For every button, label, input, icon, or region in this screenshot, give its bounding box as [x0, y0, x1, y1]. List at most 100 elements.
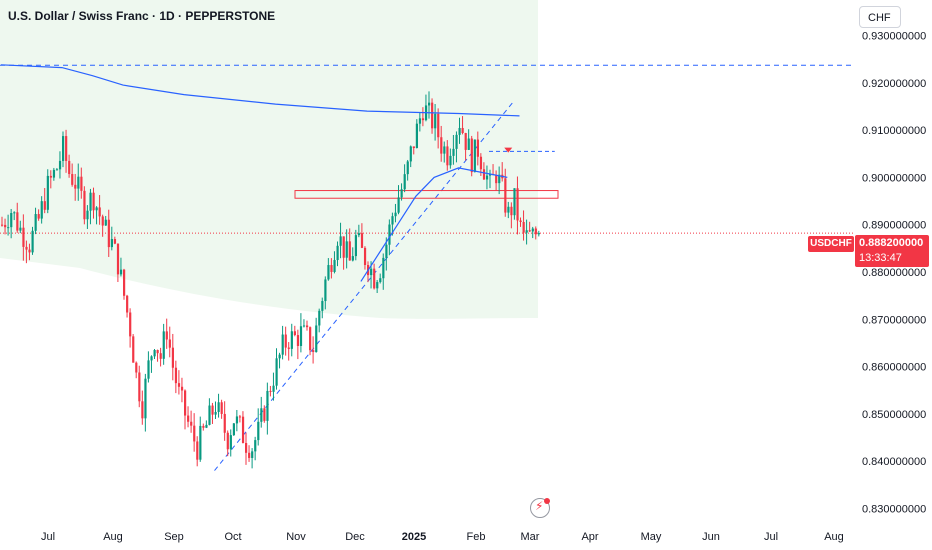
candle-body: [382, 257, 385, 279]
candle-body: [482, 169, 486, 180]
price-tick-label: 0.890000000: [862, 220, 926, 232]
band-area: [0, 0, 538, 319]
time-tick-label: Jul: [41, 531, 55, 543]
candle-body: [150, 356, 153, 361]
chart-title: U.S. Dollar / Swiss Franc · 1D · PEPPERS…: [8, 9, 276, 23]
time-tick-label: Feb: [467, 531, 486, 543]
price-tick-label: 0.870000000: [862, 314, 926, 326]
candle-body: [327, 265, 330, 280]
time-tick-label: Apr: [581, 531, 598, 543]
candle-body: [312, 350, 315, 352]
candle-body: [354, 235, 357, 257]
candle-body: [217, 402, 220, 412]
candle-body: [421, 118, 425, 121]
candle-body: [299, 326, 303, 346]
candle-body: [211, 405, 214, 415]
candle-body: [86, 210, 89, 220]
time-tick-label: 2025: [402, 531, 426, 543]
candle-body: [40, 201, 43, 219]
candle-body: [177, 383, 181, 387]
candle-body: [229, 435, 232, 450]
price-tick-label: 0.900000000: [862, 172, 926, 184]
candle-body: [528, 230, 531, 232]
candle-body: [458, 127, 461, 135]
candle-body: [290, 331, 293, 349]
candle-body: [534, 228, 537, 235]
candle-body: [174, 367, 178, 384]
time-tick-label: May: [641, 531, 662, 543]
candle-body: [473, 139, 476, 173]
candle-body: [525, 230, 528, 233]
time-tick-label: Sep: [164, 531, 184, 543]
candle-body: [345, 241, 348, 258]
time-axis: Jul Aug Sep Oct Nov Dec 2025 Feb Mar Apr May Jun Jul…: [41, 531, 844, 543]
candle-body: [464, 133, 467, 150]
candle-body: [208, 405, 211, 425]
candle-body: [461, 127, 464, 134]
candle-body: [28, 249, 31, 253]
candle-body: [223, 413, 226, 433]
candle-body: [485, 175, 489, 180]
candle-body: [31, 230, 34, 253]
candle-body: [37, 214, 40, 219]
candle-body: [104, 219, 107, 226]
candle-body: [68, 160, 71, 175]
candle-body: [19, 227, 22, 231]
candle-body: [232, 423, 235, 436]
candle-body: [214, 411, 217, 415]
candle-body: [248, 452, 251, 458]
candle-body: [34, 214, 37, 231]
candle-body: [159, 353, 162, 359]
candle-body: [98, 207, 101, 217]
candle-body: [342, 236, 345, 258]
candle-body: [95, 207, 98, 211]
drawn-levels: [0, 64, 855, 471]
lightning-icon: ⚡: [535, 499, 544, 513]
candle-body: [196, 441, 199, 460]
candle-body: [129, 312, 132, 337]
candle-body: [156, 350, 159, 354]
notification-dot: [544, 498, 550, 504]
candle-body: [89, 192, 92, 211]
candle-body: [306, 325, 309, 328]
candle-body: [110, 239, 113, 248]
candle-body: [22, 227, 25, 247]
candle-body: [16, 212, 19, 231]
price-tick-label: 0.860000000: [862, 362, 926, 374]
candle-body: [400, 189, 403, 198]
candle-body: [443, 146, 446, 154]
candle-body: [65, 136, 68, 161]
candle-body: [260, 408, 263, 422]
candle-body: [385, 244, 388, 258]
last-price-label: 0.888200000 13:33:47: [855, 235, 929, 267]
candle-body: [77, 176, 80, 189]
candle-body: [507, 206, 510, 213]
price-tick-label: 0.880000000: [862, 267, 926, 279]
candle-body: [370, 268, 373, 276]
candle-body: [357, 233, 361, 236]
candle-body: [269, 390, 272, 392]
candle-body: [418, 118, 422, 124]
candle-body: [92, 192, 95, 211]
candle-body: [287, 347, 290, 349]
price-tick-label: 0.920000000: [862, 78, 926, 90]
candle-body: [360, 233, 364, 248]
envelope-band: [0, 0, 538, 319]
last-price-value: 0.888200000: [859, 237, 924, 249]
candle-body: [440, 137, 443, 154]
candle-body: [293, 331, 296, 336]
candle-body: [278, 354, 281, 359]
candle-body: [409, 146, 412, 162]
candle-body: [126, 295, 129, 313]
replay-button[interactable]: [530, 498, 550, 518]
price-axis: 0.930000000 0.920000000 0.910000000 0.90000…: [862, 30, 926, 515]
candle-body: [470, 138, 473, 173]
currency-selector[interactable]: CHF: [859, 6, 901, 28]
candle-body: [141, 401, 144, 419]
candle-body: [318, 310, 321, 326]
candle-body: [107, 219, 110, 248]
candle-body: [52, 169, 56, 178]
candle-body: [446, 146, 449, 166]
candle-body: [296, 335, 300, 346]
